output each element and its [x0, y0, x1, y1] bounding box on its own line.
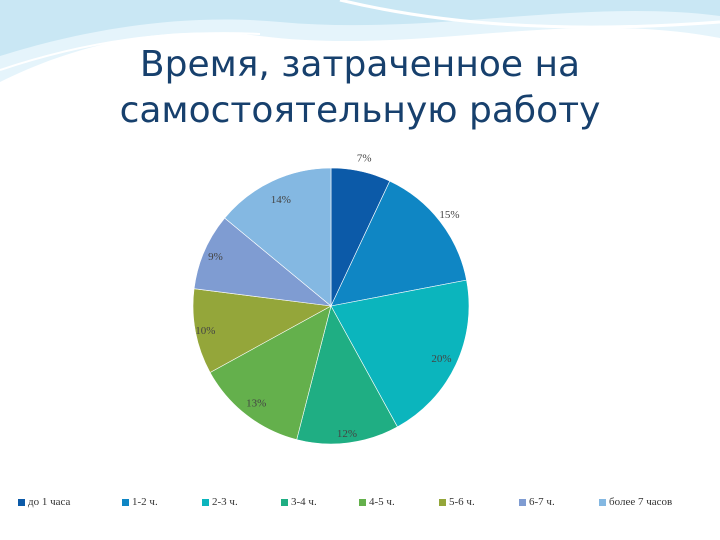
legend-label: 4-5 ч. — [369, 496, 395, 508]
slide-title: Время, затраченное на самостоятельную ра… — [60, 42, 660, 134]
legend-label: 2-3 ч. — [212, 496, 238, 508]
slide-wave-decoration — [0, 0, 720, 82]
legend-label: более 7 часов — [609, 496, 673, 508]
chart-legend: до 1 часа 1-2 ч. 2-3 ч. 3-4 ч. 4-5 ч. 5-6 ч. 6… — [18, 496, 708, 514]
pie-slice-3 — [330, 279, 470, 428]
legend-label: 6-7 ч. — [529, 496, 555, 508]
data-label-6: 10% — [195, 325, 215, 337]
legend-item-4: 3-4 ч. — [281, 496, 317, 508]
legend-item-3: 2-3 ч. — [202, 496, 238, 508]
legend-swatch — [599, 498, 606, 506]
legend-swatch — [439, 498, 446, 506]
pie-slice-5 — [209, 305, 332, 441]
slide-title-line-1: Время, затраченное на — [139, 44, 581, 85]
pie-slice-8 — [224, 167, 332, 307]
data-label-2: 15% — [439, 209, 459, 221]
legend-label: до 1 часа — [28, 496, 71, 508]
pie-chart: 7% 15% 20% 12% 13% 10% 9% 14% — [192, 153, 470, 445]
legend-swatch — [281, 498, 288, 506]
data-label-7: 9% — [208, 251, 223, 263]
legend-label: 3-4 ч. — [291, 496, 317, 508]
wave-line — [339, 0, 720, 29]
legend-swatch — [18, 498, 25, 506]
legend-swatch — [202, 498, 209, 506]
legend-item-8: более 7 часов — [599, 496, 672, 508]
pie-slice-2 — [330, 180, 467, 307]
data-label-1: 7% — [357, 153, 372, 165]
pie-slice-4 — [296, 305, 398, 445]
legend-swatch — [519, 498, 526, 506]
data-label-8: 14% — [271, 194, 291, 206]
wave-band-front — [0, 0, 720, 56]
legend-item-1: до 1 часа — [18, 496, 70, 508]
legend-label: 5-6 ч. — [449, 496, 475, 508]
legend-item-5: 4-5 ч. — [359, 496, 395, 508]
legend-item-6: 5-6 ч. — [439, 496, 475, 508]
legend-swatch — [122, 498, 129, 506]
wave-line-2 — [0, 32, 261, 71]
data-label-4: 12% — [337, 428, 357, 440]
legend-item-2: 1-2 ч. — [122, 496, 158, 508]
legend-item-7: 6-7 ч. — [519, 496, 555, 508]
data-label-5: 13% — [246, 397, 266, 409]
legend-swatch — [359, 498, 366, 506]
data-label-3: 20% — [431, 353, 451, 365]
pie-slice-6 — [192, 288, 332, 373]
legend-label: 1-2 ч. — [132, 496, 158, 508]
slide-title-line-2: самостоятельную работу — [119, 90, 601, 131]
